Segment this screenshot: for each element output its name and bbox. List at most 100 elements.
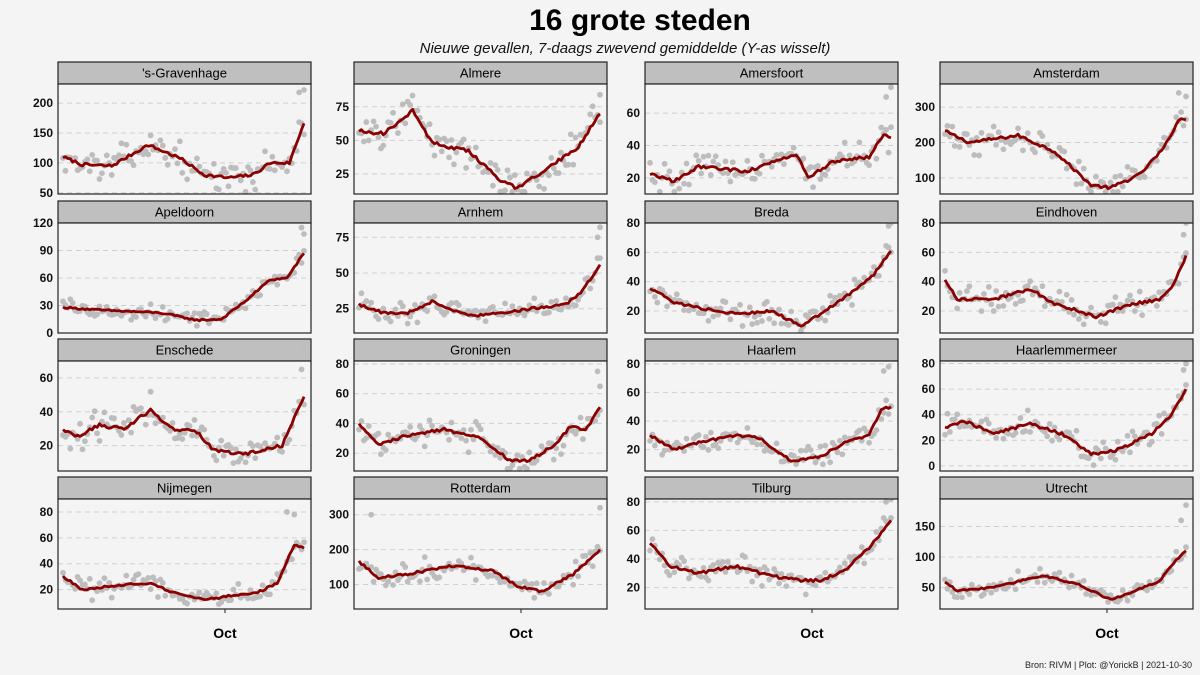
data-point (883, 126, 890, 133)
data-point (964, 288, 970, 295)
data-point (424, 308, 431, 315)
facet-title: Amersfoort (740, 66, 804, 81)
data-point (301, 347, 307, 354)
chart-subtitle: Nieuwe gevallen, 7-daags zwevend gemidde… (420, 40, 831, 57)
data-point (1019, 297, 1026, 304)
data-point (448, 419, 455, 426)
data-point (560, 442, 567, 449)
data-point (710, 562, 717, 568)
data-point (832, 294, 838, 301)
plot-area (354, 499, 607, 609)
data-point (759, 318, 765, 324)
data-point (108, 172, 115, 178)
data-point (976, 152, 982, 159)
data-point (839, 451, 846, 458)
data-point (783, 583, 790, 590)
data-point (851, 276, 858, 283)
data-point (446, 436, 452, 443)
data-point (985, 283, 992, 290)
data-point (700, 310, 707, 317)
data-point (301, 247, 307, 254)
data-point (707, 172, 714, 178)
y-tick-label: 20 (627, 581, 641, 595)
daily-points (356, 91, 603, 195)
data-point (778, 320, 785, 327)
data-point (284, 509, 290, 515)
average-line (649, 405, 892, 463)
data-point (174, 435, 181, 441)
data-point (1097, 319, 1104, 325)
data-point (521, 312, 528, 319)
data-point (84, 156, 91, 163)
data-point (545, 309, 552, 316)
data-point (407, 423, 414, 430)
data-point (1019, 147, 1026, 154)
data-point (96, 176, 103, 182)
data-point (1153, 420, 1160, 427)
data-point (211, 452, 217, 459)
y-tick-label: 90 (40, 244, 54, 258)
data-point (722, 299, 729, 306)
data-point (589, 563, 596, 570)
data-point (822, 171, 829, 178)
data-point (1180, 231, 1187, 238)
data-point (827, 459, 834, 466)
data-point (446, 154, 452, 161)
data-point (1000, 146, 1007, 153)
data-point (880, 368, 887, 374)
data-point (82, 438, 88, 445)
data-point (1131, 167, 1138, 174)
data-point (458, 435, 465, 442)
y-tick-label: 60 (40, 271, 54, 285)
data-point (995, 303, 1002, 310)
y-tick-label: 50 (40, 186, 54, 200)
data-point (988, 301, 995, 308)
data-point (196, 163, 203, 170)
data-point (179, 436, 186, 442)
data-point (944, 585, 951, 592)
data-point (727, 178, 734, 185)
data-point (137, 405, 144, 412)
data-point (541, 185, 547, 192)
data-point (1112, 173, 1119, 180)
data-point (242, 188, 249, 195)
data-point (819, 461, 826, 468)
data-point (101, 575, 108, 582)
data-point (654, 299, 661, 306)
data-point (1175, 89, 1182, 96)
data-point (426, 417, 433, 424)
data-point (123, 141, 130, 148)
data-point (739, 323, 746, 329)
data-point (179, 169, 186, 176)
data-point (1039, 133, 1046, 139)
data-point (710, 158, 717, 165)
data-point (790, 144, 797, 151)
data-point (184, 176, 191, 183)
data-point (1127, 449, 1133, 456)
data-point (399, 303, 406, 310)
data-point (693, 152, 700, 159)
facet-title: Breda (754, 205, 789, 220)
data-point (873, 528, 880, 535)
facet-panel: Almere 25 50 75 (336, 61, 608, 195)
data-point (1032, 149, 1038, 156)
data-point (385, 578, 392, 585)
data-point (298, 366, 305, 373)
data-point (1041, 303, 1048, 310)
y-tick-label: 40 (40, 557, 54, 571)
data-point (878, 124, 885, 131)
data-point (301, 131, 307, 138)
data-point (494, 166, 501, 173)
data-point (1088, 188, 1094, 195)
data-point (416, 423, 423, 430)
data-point (744, 425, 751, 431)
data-point (1024, 407, 1031, 414)
y-tick-label: 60 (627, 523, 641, 537)
y-tick-label: 80 (627, 216, 641, 230)
data-point (971, 152, 978, 158)
facet-title: Nijmegen (157, 481, 212, 496)
data-point (448, 137, 455, 143)
data-point (785, 322, 792, 328)
data-point (262, 440, 268, 447)
data-point (443, 308, 450, 315)
